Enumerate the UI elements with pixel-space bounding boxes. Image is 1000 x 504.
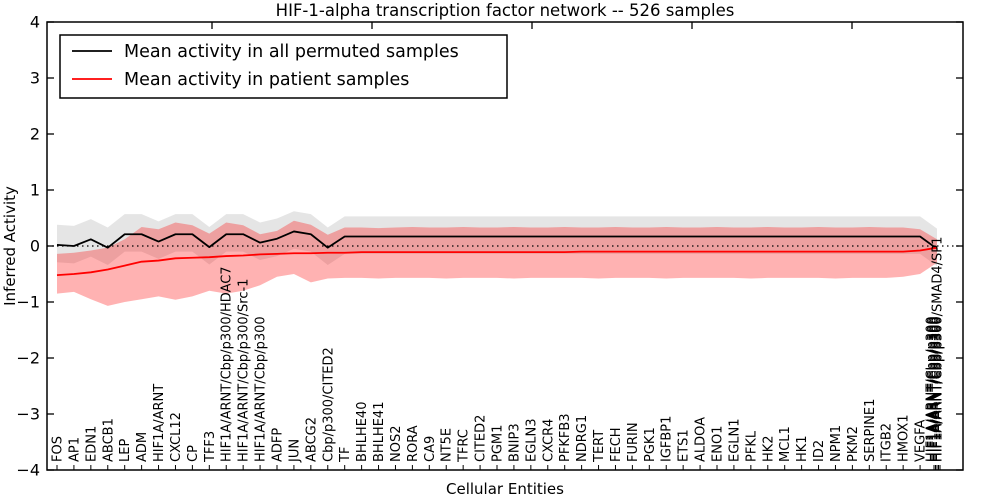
x-tick-label: TERT [592, 430, 607, 463]
x-tick-label: CP [186, 445, 201, 462]
x-tick-label: FOS [51, 436, 66, 462]
x-tick-label: TF [338, 447, 353, 463]
y-tick-label: 0 [30, 237, 40, 256]
x-tick-label: NOS2 [389, 426, 404, 462]
patient-confidence-band [57, 220, 937, 306]
x-tick-label: EGLN3 [524, 418, 539, 462]
x-tick-label: HK1 [795, 435, 810, 462]
x-tick-label: BHLHE40 [355, 402, 370, 462]
x-tick-label: HIF1A/ARNT/Cbp/p300 [254, 316, 269, 462]
x-tick-label: BNIP3 [507, 423, 522, 462]
x-tick-label-cluster-top: HIF1A/ARNT/Cbp/p300/SMAD4/SP1 [931, 237, 946, 462]
permuted-mean-line [56, 230, 938, 250]
x-tick-label: TFRC [457, 429, 472, 463]
x-tick-label: LEP [118, 439, 133, 462]
x-tick-label-overlap: HIF1A/ARNT/Cbp/p300 [928, 316, 943, 462]
x-tick-label: EGLN1 [727, 418, 742, 462]
x-tick-label: PFKL [744, 430, 759, 462]
chart-title: HIF-1-alpha transcription factor network… [276, 1, 735, 20]
x-tick-label: HMOX1 [897, 414, 912, 462]
x-tick-label: Cbp/p300/CITED2 [321, 347, 336, 462]
y-tick-label: −4 [16, 461, 40, 480]
x-tick-label: CXCR4 [541, 419, 556, 462]
x-tick-label: NT5E [440, 428, 455, 462]
x-tick-label: HIF1A/ARNT/Cbp/p300/Src-1 [237, 279, 252, 462]
x-tick-label: FURIN [626, 422, 641, 462]
x-tick-label: HK2 [761, 435, 776, 462]
x-tick-label: FECH [609, 427, 624, 462]
x-tick-label-overlap: HIF1A/ARNT/Cbp/p300 [926, 316, 941, 462]
y-tick-label: 3 [30, 69, 40, 88]
x-tick-label: BHLHE41 [372, 402, 387, 462]
x-tick-label: ITGB2 [880, 423, 895, 462]
x-tick-label: AP1 [67, 437, 82, 462]
x-tick-label: PKM2 [846, 426, 861, 462]
x-tick-label: HIF1A/ARNT [152, 384, 167, 462]
x-tick-label: ETS1 [677, 429, 692, 462]
x-tick-label: ALDOA [694, 417, 709, 462]
x-tick-label: PGM1 [491, 425, 506, 462]
x-tick-label-overlap: HIF1A/ARNT/Cbp/p300 [924, 316, 939, 462]
x-tick-label-overlap: HIF1A/ARNT/Cbp/p300 [929, 316, 944, 462]
y-tick-label: −1 [16, 293, 40, 312]
x-tick-label: HIF1A/ARNT/Cbp/p300/HDAC7 [220, 266, 235, 462]
x-tick-label: NDRG1 [575, 415, 590, 462]
x-tick-label: ABCB1 [101, 418, 116, 462]
patient-mean-line [56, 246, 938, 277]
y-axis-label: Inferred Activity [1, 186, 19, 306]
x-axis-label: Cellular Entities [446, 480, 564, 498]
x-tick-label: NPM1 [829, 425, 844, 462]
x-tick-label: ENO1 [711, 426, 726, 462]
x-tick-label: TFF3 [203, 431, 218, 463]
x-tick-label: CA9 [423, 436, 438, 462]
x-tick-label: ADM [135, 432, 150, 462]
x-tick-label: JUN [287, 439, 302, 463]
x-tick-label-overlap: HIF1A/ARNT/Cbp/p300 [931, 316, 946, 462]
x-tick-label: SERPINE1 [863, 399, 878, 462]
x-tick-label: MCL1 [778, 426, 793, 462]
x-tick-label: PGK1 [643, 427, 658, 462]
legend-box [59, 34, 508, 99]
x-tick-label: IGFBP1 [660, 416, 675, 462]
y-tick-label: 1 [30, 181, 40, 200]
x-tick-label: ABCG2 [304, 417, 319, 462]
x-tick-label: PFKFB3 [558, 413, 573, 462]
x-tick-label: CXCL12 [169, 412, 184, 462]
x-tick-label: ADFP [271, 428, 286, 462]
y-tick-label: −3 [16, 405, 40, 424]
y-tick-label: 2 [30, 125, 40, 144]
x-tick-label: RORA [406, 425, 421, 462]
x-tick-label: EDN1 [84, 426, 99, 462]
x-tick-label: CITED2 [474, 415, 489, 462]
y-tick-label: −2 [16, 349, 40, 368]
legend-label: Mean activity in patient samples [124, 70, 409, 90]
legend-label: Mean activity in all permuted samples [124, 42, 459, 62]
x-tick-label: VEGFA [914, 420, 929, 462]
y-tick-label: 4 [30, 13, 40, 32]
x-tick-label: ID2 [812, 440, 827, 462]
